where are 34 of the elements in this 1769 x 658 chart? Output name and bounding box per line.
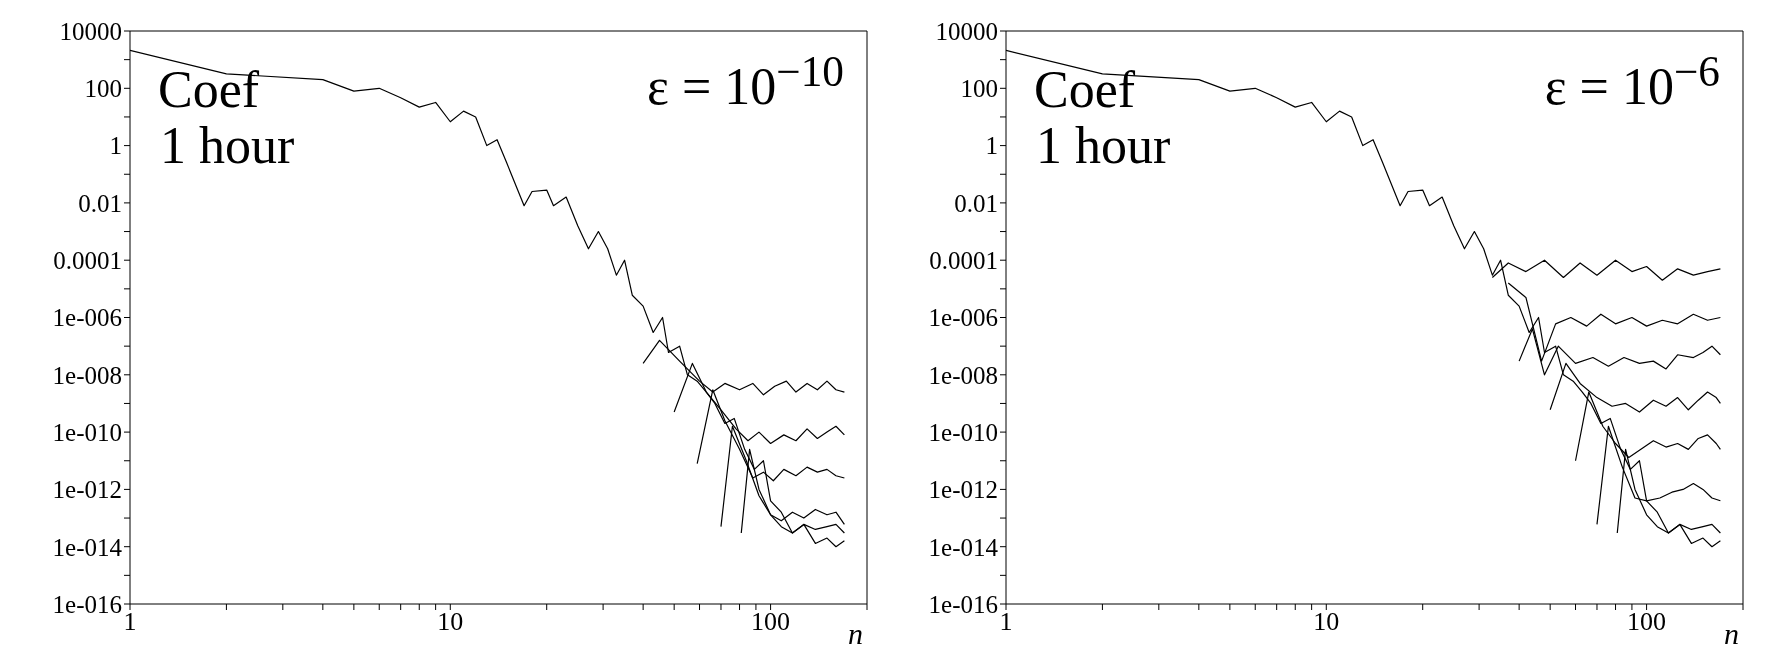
- y-tick-label: 1e-012: [52, 476, 122, 504]
- y-tick-label: 1e-008: [52, 361, 122, 389]
- y-tick-label: 1e-006: [928, 304, 998, 332]
- y-tick-label: 10000: [935, 17, 998, 45]
- y-tick-label: 10000: [59, 17, 122, 45]
- x-tick-label: 10: [437, 607, 464, 637]
- x-tick-label: 100: [1627, 607, 1667, 637]
- y-tick-label: 100: [84, 75, 122, 103]
- y-tick-label: 100: [960, 75, 998, 103]
- y-tick-label: 1e-010: [52, 418, 122, 446]
- y-tick-label: 1e-008: [928, 361, 998, 389]
- y-tick-label: 1: [109, 132, 122, 160]
- y-tick-label: 0.0001: [929, 247, 998, 275]
- x-tick-label: 100: [751, 607, 791, 637]
- annotation: Coef: [1034, 61, 1136, 118]
- y-tick-label: 1e-014: [928, 533, 999, 561]
- x-tick-label: 10: [1313, 607, 1340, 637]
- y-tick-label: 1e-016: [928, 590, 998, 618]
- y-tick-label: 1e-010: [928, 418, 998, 446]
- y-tick-label: 0.01: [78, 189, 122, 217]
- annotation: 1 hour: [1036, 117, 1171, 174]
- annotation: ε = 10$^{−6}$: [1544, 47, 1720, 116]
- annotation: Coef: [158, 61, 260, 118]
- y-tick-label: 1e-012: [928, 476, 998, 504]
- y-tick-label: 0.01: [954, 189, 998, 217]
- y-tick-label: 1e-016: [52, 590, 122, 618]
- y-tick-label: 1: [985, 132, 998, 160]
- annotation: ε = 10$^{−10}$: [647, 47, 844, 116]
- y-tick-label: 0.0001: [53, 247, 122, 275]
- x-axis-title: n: [1724, 617, 1739, 650]
- x-axis-title: n: [848, 617, 863, 650]
- y-tick-label: 1e-006: [52, 304, 122, 332]
- y-tick-label: 1e-014: [52, 533, 123, 561]
- annotation: 1 hour: [160, 117, 295, 174]
